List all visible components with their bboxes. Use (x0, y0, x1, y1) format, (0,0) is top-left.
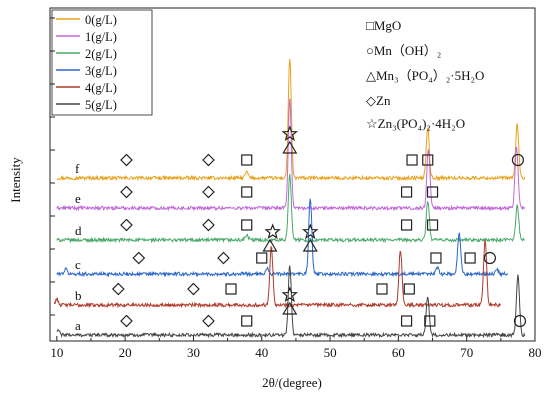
x-axis-title: 2θ/(degree) (262, 375, 322, 390)
marker-c-square-4 (464, 252, 476, 264)
x-tick-label: 30 (187, 345, 200, 360)
marker-f-circle-5 (511, 153, 525, 167)
marker-f-diamond-1 (202, 153, 215, 167)
marker-c-square-2 (256, 252, 268, 264)
marker-e-square-4 (426, 186, 439, 198)
series-line-e (56, 98, 526, 212)
curve-label-d: d (75, 223, 82, 238)
x-tick-label: 50 (324, 345, 337, 360)
marker-b-diamond-1 (187, 282, 200, 296)
curve-label-a: a (75, 318, 81, 333)
x-tick-label: 60 (392, 345, 405, 360)
marker-f-square-3 (406, 154, 418, 166)
series-line-b (53, 239, 501, 309)
y-axis-title: Intensity (8, 157, 23, 203)
x-tick-label: 20 (119, 345, 132, 360)
marker-b-square-3 (376, 283, 388, 295)
marker-d-diamond-1 (202, 218, 215, 232)
phase-legend-diamond: ◇Zn (366, 93, 391, 108)
curve-layer: fe d c ba (53, 58, 526, 339)
series-legend-box (51, 9, 153, 116)
marker-e-diamond-0 (120, 185, 133, 199)
marker-d-square-4 (426, 219, 439, 231)
series-legend: 0(g/L) 1(g/L) 2(g/L) 3(g/L) 4(g/L) 5(g/L) (51, 9, 153, 116)
legend-label-c: 3(g/L) (85, 64, 117, 78)
marker-f-square-4 (422, 154, 434, 166)
x-tick-label: 70 (460, 345, 473, 360)
marker-c-square-3 (430, 252, 442, 264)
marker-c-star-7 (301, 223, 319, 240)
curve-label-c: c (75, 257, 81, 272)
marker-d-square-2 (241, 219, 253, 231)
x-tick-label: 80 (529, 345, 542, 360)
phase-legend-circle: ○Mn（OH）₂ (366, 43, 441, 58)
x-tick-label: 10 (50, 345, 63, 360)
marker-e-square-2 (241, 186, 253, 198)
marker-b-square-2 (225, 283, 237, 295)
marker-f-square-2 (241, 154, 253, 166)
phase-legend-triangle: △Mn₃（PO₄）₂·5H₂O (366, 68, 484, 83)
axes-layer: 10 20 30 40 50 60 70 80 (50, 17, 542, 360)
curve-label-b: b (75, 288, 82, 303)
curve-label-e: e (75, 191, 81, 206)
marker-a-diamond-1 (202, 314, 215, 328)
legend-label-d: 2(g/L) (85, 47, 117, 61)
marker-b-square-4 (403, 283, 415, 295)
marker-a-diamond-0 (120, 314, 133, 328)
legend-label-f: 0(g/L) (85, 13, 117, 27)
phase-legend: □MgO ○Mn（OH）₂ △Mn₃（PO₄）₂·5H₂O ◇Zn ☆Zn₃(PO₄)₂… (366, 18, 484, 131)
plot-frame (49, 7, 536, 342)
marker-d-square-3 (400, 219, 413, 231)
legend-label-a: 5(g/L) (85, 98, 117, 112)
curve-label-f: f (75, 161, 80, 176)
marker-e-diamond-1 (202, 185, 215, 199)
legend-label-b: 4(g/L) (85, 81, 117, 95)
marker-c-triangle-6 (302, 238, 318, 252)
marker-a-square-2 (241, 315, 253, 327)
phase-legend-square: □MgO (366, 18, 401, 33)
marker-c-diamond-1 (217, 251, 230, 265)
marker-f-triangle-6 (282, 140, 298, 154)
marker-c-triangle-8 (262, 238, 278, 252)
marker-d-diamond-0 (120, 218, 133, 232)
series-line-c (56, 198, 508, 278)
marker-a-star-7 (281, 286, 299, 303)
phase-legend-star: ☆Zn₃(PO₄)₂·4H₂O (366, 116, 465, 131)
marker-c-circle-5 (483, 251, 497, 265)
x-tick-label: 40 (255, 345, 268, 360)
marker-c-star-9 (264, 223, 281, 240)
marker-f-diamond-0 (120, 153, 133, 167)
marker-layer (111, 125, 527, 328)
marker-a-square-3 (400, 315, 413, 327)
marker-a-circle-5 (513, 314, 527, 328)
marker-f-star-7 (281, 125, 299, 142)
marker-e-square-3 (400, 186, 413, 198)
series-line-d (56, 173, 526, 244)
series-line-f (56, 58, 526, 182)
marker-a-square-4 (424, 315, 436, 327)
series-line-a (56, 265, 526, 339)
marker-c-diamond-0 (132, 251, 146, 265)
legend-label-e: 1(g/L) (85, 30, 117, 44)
marker-a-triangle-6 (282, 301, 298, 315)
marker-b-diamond-0 (111, 282, 125, 296)
